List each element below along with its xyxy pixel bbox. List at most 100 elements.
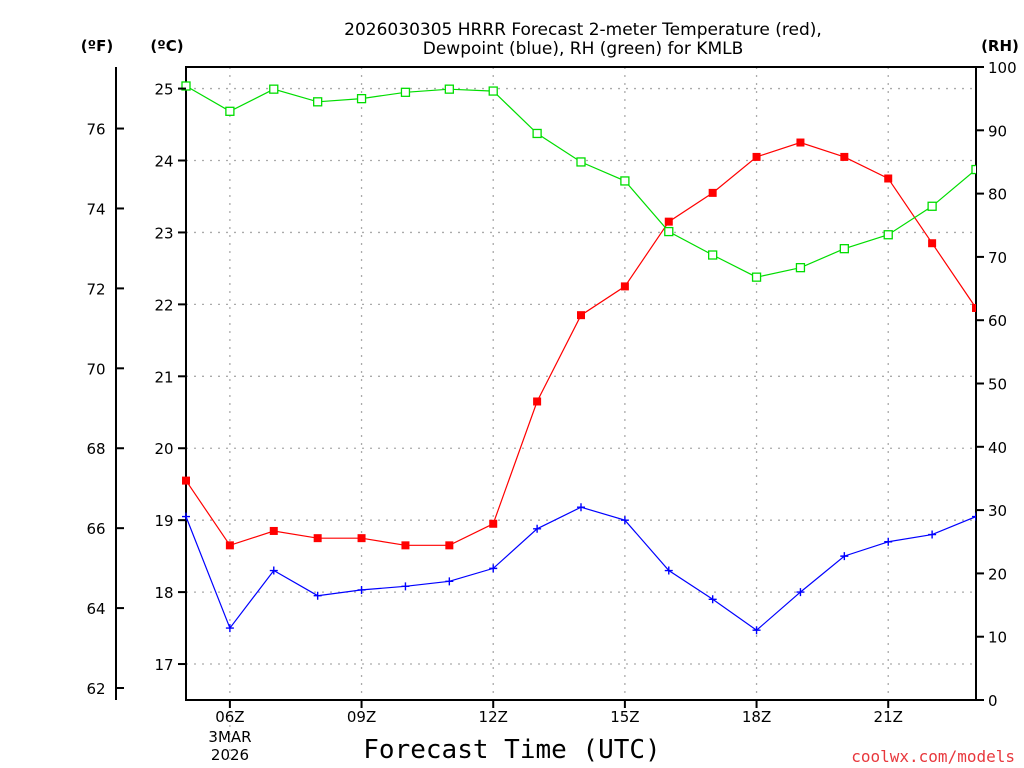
rh-tick-label: 80 <box>988 186 1007 204</box>
celsius-tick-label: 18 <box>154 584 173 602</box>
rh-point <box>795 263 806 273</box>
temperature-point <box>664 217 673 226</box>
fahrenheit-tick-label: 66 <box>86 520 105 538</box>
rh-tick-label: 100 <box>988 59 1017 77</box>
temperature-point <box>928 239 937 248</box>
temperature-point <box>972 303 976 312</box>
temperature-point <box>313 534 322 543</box>
x-tick-label: 09Z <box>347 708 376 726</box>
celsius-tick-label: 19 <box>154 512 173 530</box>
rh-point <box>576 157 586 167</box>
rh-point <box>927 201 937 211</box>
rh-tick-label: 0 <box>988 692 998 710</box>
rh-point <box>269 84 279 94</box>
rh-tick-label: 10 <box>988 629 1007 647</box>
dewpoint-point <box>225 624 234 633</box>
rh-point <box>664 226 674 237</box>
rh-tick-label: 40 <box>988 439 1007 457</box>
temperature-point <box>708 188 717 197</box>
celsius-tick-label: 22 <box>154 296 173 314</box>
fahrenheit-tick-label: 70 <box>86 360 105 378</box>
rh-tick-label: 60 <box>988 312 1007 330</box>
series-rh <box>181 81 976 282</box>
temperature-point <box>401 541 410 550</box>
temperature-point <box>620 282 629 291</box>
rh-tick-label: 70 <box>988 249 1007 267</box>
fahrenheit-unit-label: (ºF) <box>81 37 113 55</box>
dewpoint-point <box>357 585 366 594</box>
date-label-year: 2026 <box>211 746 249 764</box>
dewpoint-point <box>752 626 761 635</box>
rh-point <box>444 84 454 94</box>
date-label-month: 3MAR <box>208 728 251 746</box>
rh-unit-label: (RH) <box>981 37 1019 55</box>
rh-point <box>751 272 762 282</box>
dewpoint-point <box>533 524 542 533</box>
dewpoint-point <box>401 582 410 591</box>
rh-point <box>839 244 849 254</box>
series-temperature <box>182 138 976 550</box>
temperature-line <box>185 141 976 547</box>
credit-link[interactable]: coolwx.com/models <box>851 747 1015 766</box>
celsius-tick-label: 17 <box>154 656 173 674</box>
rh-point <box>620 176 630 186</box>
celsius-tick-label: 25 <box>154 81 173 99</box>
temperature-point <box>182 476 190 485</box>
temperature-point <box>225 541 234 550</box>
dewpoint-point <box>577 503 585 512</box>
chart-title-line1: 2026030305 HRRR Forecast 2-meter Tempera… <box>344 20 822 40</box>
dewpoint-point <box>445 577 454 586</box>
x-tick-label: 06Z <box>215 708 244 726</box>
dewpoint-point <box>313 591 322 600</box>
axes-layer: 06Z 09Z 12Z 15Z 18Z 21Z 17 18 19 20 21 22 23 24 25 62 64… <box>86 59 1016 726</box>
dewpoint-point <box>489 564 498 573</box>
dewpoint-point <box>620 516 629 525</box>
fahrenheit-tick-label: 68 <box>86 440 105 458</box>
temperature-point <box>796 138 805 147</box>
x-axis-title: Forecast Time (UTC) <box>363 735 660 765</box>
dewpoint-point <box>796 588 805 597</box>
rh-tick-label: 50 <box>988 376 1007 394</box>
rh-line <box>185 85 976 278</box>
rh-point <box>708 250 718 260</box>
rh-tick-label: 90 <box>988 122 1007 140</box>
rh-point <box>488 86 498 96</box>
temperature-point <box>752 152 761 161</box>
celsius-tick-label: 20 <box>154 440 173 458</box>
rh-point <box>313 97 323 107</box>
dewpoint-point <box>972 512 976 521</box>
temperature-point <box>533 397 542 406</box>
temperature-point <box>445 541 454 550</box>
series-dewpoint <box>182 503 976 635</box>
gridlines <box>186 67 976 762</box>
rh-point <box>883 230 893 240</box>
rh-tick-label: 20 <box>988 565 1007 583</box>
rh-point <box>400 87 411 97</box>
x-tick-label: 21Z <box>874 708 903 726</box>
rh-point <box>225 106 235 116</box>
fahrenheit-tick-label: 62 <box>86 680 105 698</box>
dewpoint-point <box>664 566 673 575</box>
celsius-unit-label: (ºC) <box>150 37 183 55</box>
temperature-point <box>489 519 498 528</box>
dewpoint-point <box>840 552 849 561</box>
rh-point <box>971 164 976 175</box>
temperature-point <box>884 174 893 183</box>
chart-title-line2: Dewpoint (blue), RH (green) for KMLB <box>423 39 744 59</box>
dewpoint-point <box>708 595 717 604</box>
rh-point <box>532 128 542 139</box>
celsius-tick-label: 21 <box>154 368 173 386</box>
celsius-tick-label: 23 <box>154 224 173 242</box>
dewpoint-point <box>269 566 278 575</box>
dewpoint-point <box>928 530 937 539</box>
temperature-point <box>357 534 366 543</box>
temperature-point <box>269 526 278 535</box>
rh-point <box>356 94 367 104</box>
series-layer <box>181 81 976 635</box>
dewpoint-point <box>884 537 893 546</box>
x-tick-label: 12Z <box>479 708 508 726</box>
rh-point <box>181 81 191 91</box>
x-tick-label: 15Z <box>610 708 639 726</box>
x-tick-label: 18Z <box>742 708 771 726</box>
